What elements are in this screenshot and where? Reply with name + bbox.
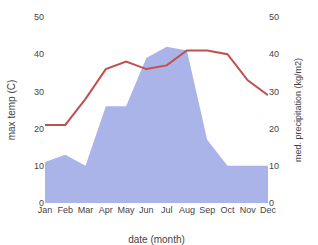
svg-text:20: 20 (269, 124, 279, 134)
svg-text:Dec: Dec (260, 205, 277, 215)
svg-text:Jul: Jul (161, 205, 173, 215)
svg-text:10: 10 (269, 161, 279, 171)
svg-text:med. precipitation (kg/m2): med. precipitation (kg/m2) (293, 58, 303, 162)
svg-text:max temp (C): max temp (C) (6, 80, 17, 141)
svg-text:30: 30 (34, 87, 44, 97)
svg-text:50: 50 (34, 12, 44, 22)
svg-text:0: 0 (269, 198, 274, 208)
svg-text:0: 0 (39, 198, 44, 208)
svg-text:Sep: Sep (199, 205, 215, 215)
svg-text:Apr: Apr (99, 205, 113, 215)
svg-text:Jan: Jan (38, 205, 53, 215)
svg-text:40: 40 (34, 49, 44, 59)
svg-text:Mar: Mar (78, 205, 94, 215)
svg-text:10: 10 (34, 161, 44, 171)
svg-text:Oct: Oct (220, 205, 235, 215)
svg-text:20: 20 (34, 124, 44, 134)
svg-text:Feb: Feb (58, 205, 74, 215)
svg-text:30: 30 (269, 87, 279, 97)
svg-text:date (month): date (month) (128, 234, 185, 245)
svg-text:Aug: Aug (179, 205, 195, 215)
svg-text:Jun: Jun (139, 205, 154, 215)
svg-text:50: 50 (269, 12, 279, 22)
svg-text:40: 40 (269, 49, 279, 59)
svg-text:May: May (118, 205, 136, 215)
svg-text:Nov: Nov (240, 205, 257, 215)
